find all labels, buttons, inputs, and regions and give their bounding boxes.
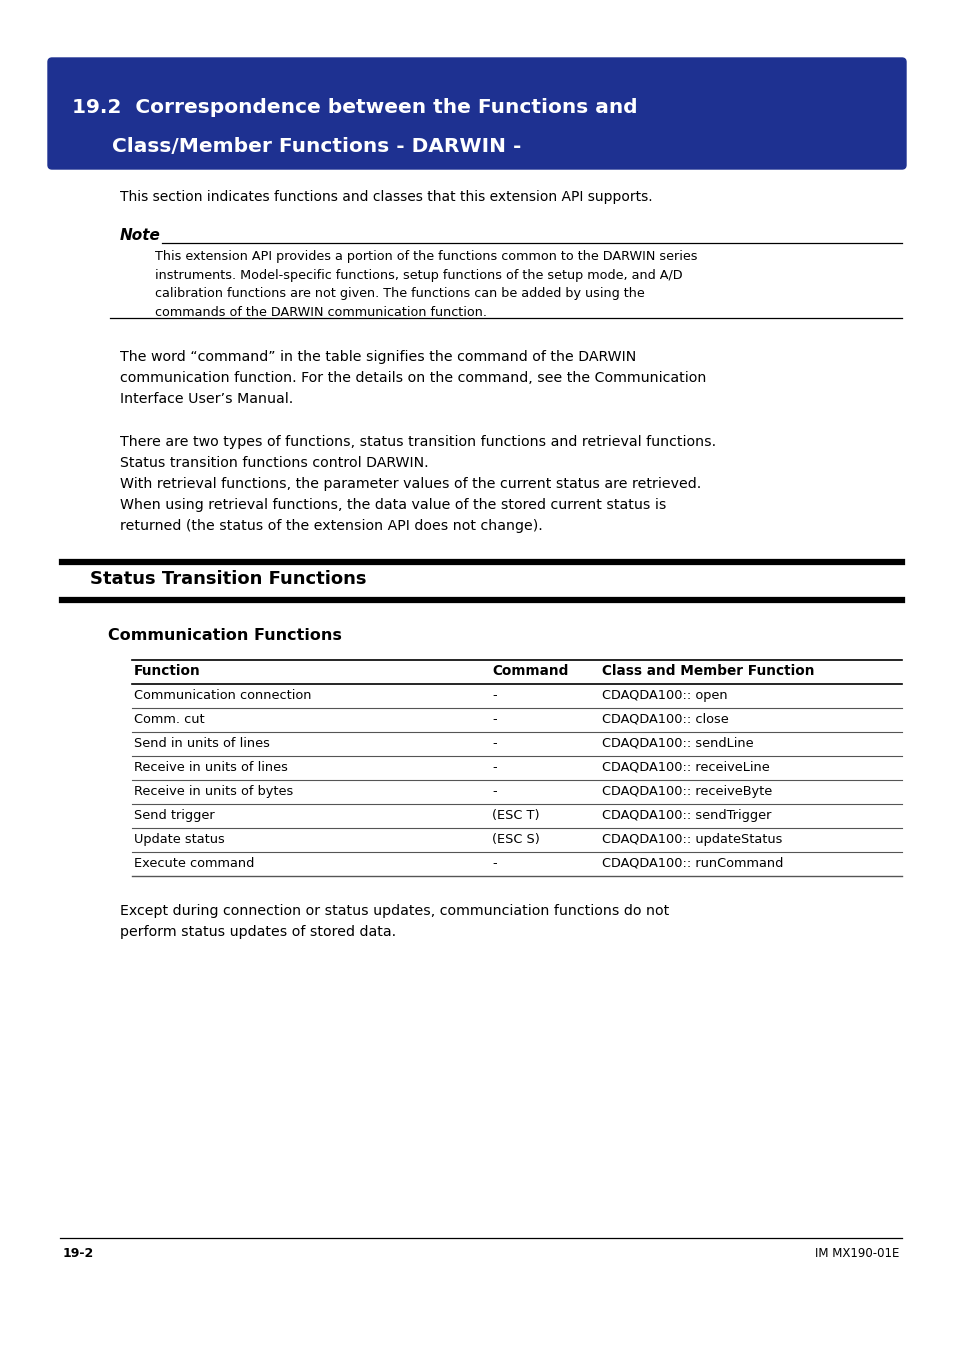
Text: Communication Functions: Communication Functions (108, 628, 341, 643)
Text: Update status: Update status (133, 834, 225, 846)
Text: Receive in units of bytes: Receive in units of bytes (133, 785, 293, 798)
Text: CDAQDA100:: open: CDAQDA100:: open (601, 689, 727, 703)
Text: 19.2  Correspondence between the Functions and: 19.2 Correspondence between the Function… (71, 99, 637, 118)
Text: Send in units of lines: Send in units of lines (133, 738, 270, 750)
Text: CDAQDA100:: sendLine: CDAQDA100:: sendLine (601, 738, 753, 750)
Text: Comm. cut: Comm. cut (133, 713, 204, 725)
Text: Note: Note (120, 228, 161, 243)
Text: This section indicates functions and classes that this extension API supports.: This section indicates functions and cla… (120, 190, 652, 204)
Text: CDAQDA100:: runCommand: CDAQDA100:: runCommand (601, 857, 782, 870)
Text: -: - (492, 689, 497, 703)
Text: Interface User’s Manual.: Interface User’s Manual. (120, 392, 293, 407)
Text: Command: Command (492, 663, 568, 678)
Text: CDAQDA100:: close: CDAQDA100:: close (601, 713, 728, 725)
Text: With retrieval functions, the parameter values of the current status are retriev: With retrieval functions, the parameter … (120, 477, 700, 490)
Text: CDAQDA100:: updateStatus: CDAQDA100:: updateStatus (601, 834, 781, 846)
Text: CDAQDA100:: sendTrigger: CDAQDA100:: sendTrigger (601, 809, 771, 821)
Text: Class and Member Function: Class and Member Function (601, 663, 814, 678)
Text: -: - (492, 738, 497, 750)
Text: Class/Member Functions - DARWIN -: Class/Member Functions - DARWIN - (112, 136, 521, 155)
Text: Status Transition Functions: Status Transition Functions (90, 570, 366, 588)
Text: Except during connection or status updates, communciation functions do not: Except during connection or status updat… (120, 904, 669, 917)
Text: (ESC T): (ESC T) (492, 809, 539, 821)
Text: communication function. For the details on the command, see the Communication: communication function. For the details … (120, 372, 705, 385)
Text: perform status updates of stored data.: perform status updates of stored data. (120, 925, 395, 939)
Text: returned (the status of the extension API does not change).: returned (the status of the extension AP… (120, 519, 542, 534)
Text: -: - (492, 761, 497, 774)
Text: When using retrieval functions, the data value of the stored current status is: When using retrieval functions, the data… (120, 499, 666, 512)
Text: CDAQDA100:: receiveLine: CDAQDA100:: receiveLine (601, 761, 769, 774)
Text: -: - (492, 713, 497, 725)
Text: CDAQDA100:: receiveByte: CDAQDA100:: receiveByte (601, 785, 771, 798)
Text: Receive in units of lines: Receive in units of lines (133, 761, 288, 774)
Text: Status transition functions control DARWIN.: Status transition functions control DARW… (120, 457, 428, 470)
Text: There are two types of functions, status transition functions and retrieval func: There are two types of functions, status… (120, 435, 716, 449)
Text: This extension API provides a portion of the functions common to the DARWIN seri: This extension API provides a portion of… (154, 250, 697, 319)
Text: -: - (492, 857, 497, 870)
Text: Send trigger: Send trigger (133, 809, 214, 821)
Text: Execute command: Execute command (133, 857, 254, 870)
Text: IM MX190-01E: IM MX190-01E (814, 1247, 898, 1260)
Text: Communication connection: Communication connection (133, 689, 312, 703)
Text: (ESC S): (ESC S) (492, 834, 539, 846)
Text: The word “command” in the table signifies the command of the DARWIN: The word “command” in the table signifie… (120, 350, 636, 363)
Text: Function: Function (133, 663, 200, 678)
Text: 19-2: 19-2 (63, 1247, 94, 1260)
FancyBboxPatch shape (48, 58, 905, 169)
Text: -: - (492, 785, 497, 798)
